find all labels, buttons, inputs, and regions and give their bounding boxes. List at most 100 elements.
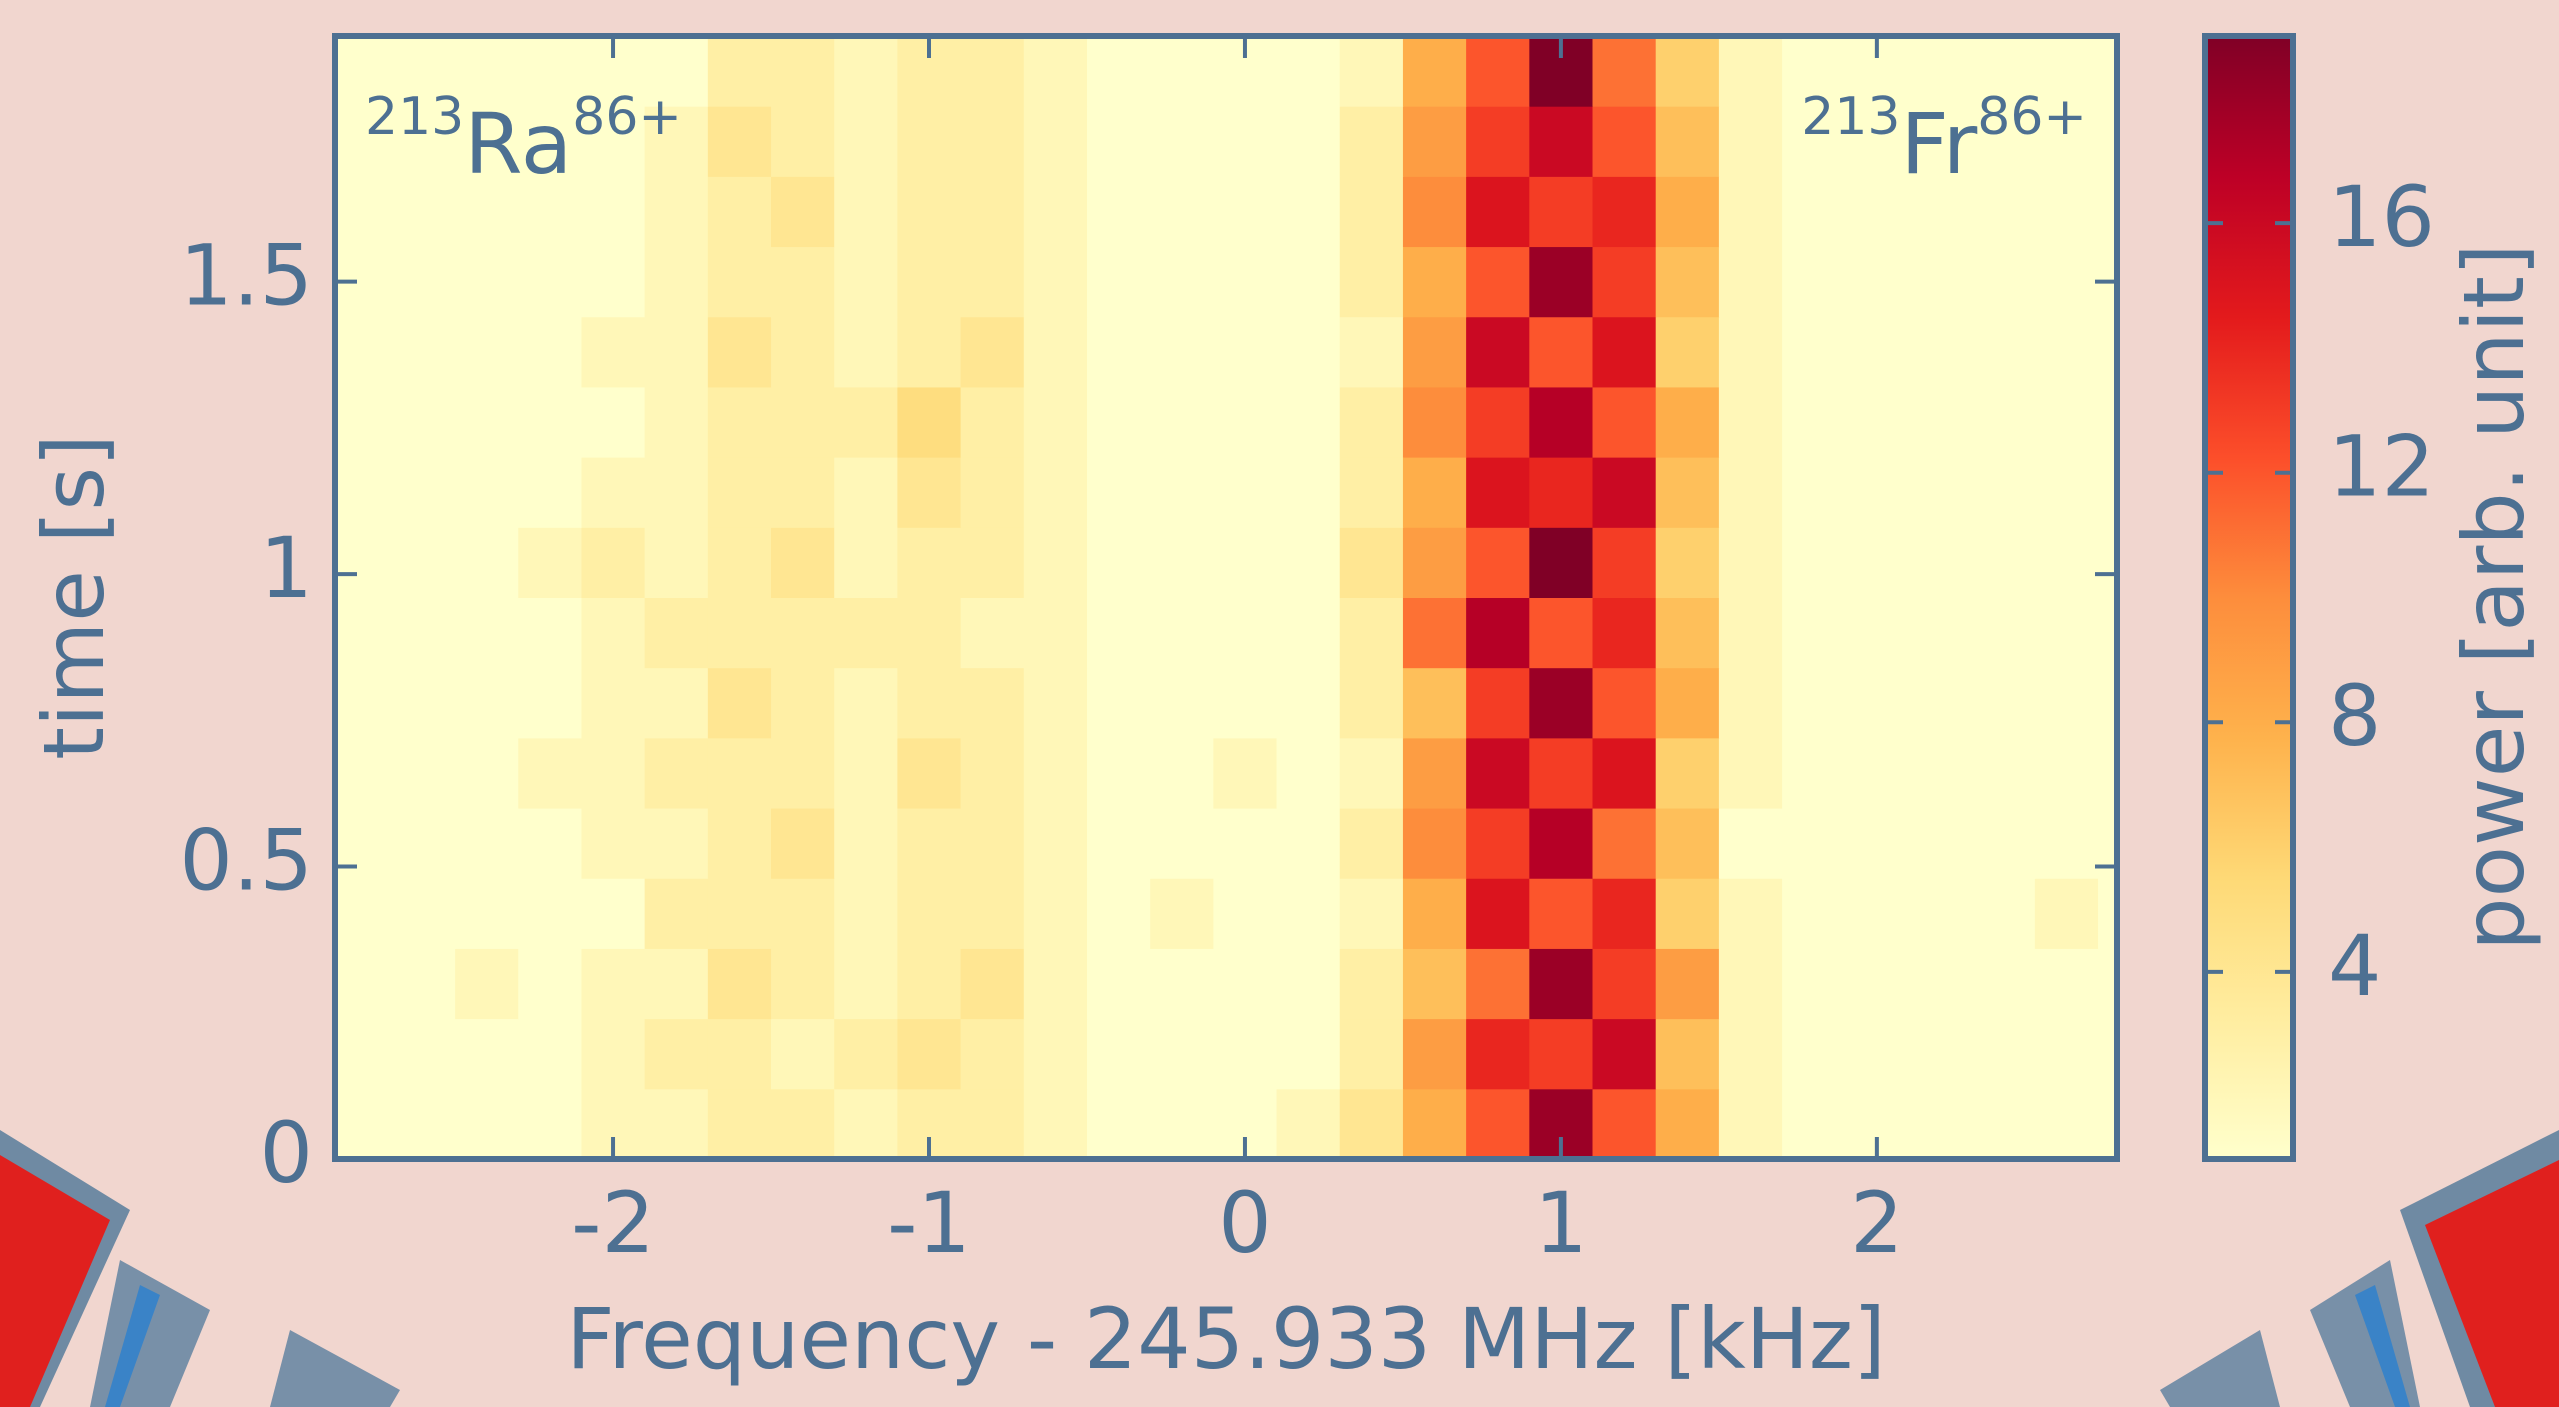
heatmap-cell: [707, 737, 772, 809]
heatmap-cell: [1402, 948, 1467, 1020]
heatmap-cell: [1276, 948, 1341, 1020]
heatmap-cell: [335, 36, 393, 107]
heatmap-cell: [644, 1088, 709, 1160]
heatmap-cell: [1845, 457, 1909, 528]
heatmap-cell: [897, 597, 962, 669]
heatmap-cell: [1466, 386, 1530, 458]
heatmap-cell: [1718, 106, 1783, 177]
y-tick-label: 0: [260, 1104, 313, 1202]
heatmap-cell: [1655, 597, 1720, 669]
heatmap-cell: [2098, 1018, 2118, 1090]
heatmap-cell: [1023, 386, 1088, 458]
heatmap-cell: [1276, 106, 1341, 177]
heatmap-cell: [1655, 457, 1720, 528]
heatmap-cell: [1782, 316, 1846, 388]
heatmap-cell: [1845, 597, 1909, 669]
heatmap-cell: [1466, 808, 1530, 879]
heatmap-cell: [581, 106, 646, 177]
heatmap-cell: [1213, 176, 1278, 248]
y-axis-label: time [s]: [25, 434, 123, 760]
heatmap-cell: [897, 106, 962, 177]
heatmap-cell: [2034, 106, 2099, 177]
heatmap-cell: [1782, 667, 1846, 739]
heatmap-cell: [455, 1088, 519, 1160]
heatmap-cell: [897, 1018, 962, 1090]
heatmap-cell: [1276, 737, 1341, 809]
element-symbol: Fr: [1901, 95, 1978, 193]
heatmap-cell: [1023, 106, 1088, 177]
heatmap-cell: [1908, 1018, 1973, 1090]
heatmap-cell: [2098, 878, 2118, 949]
charge-state: 86+: [1977, 87, 2087, 147]
heatmap-cell: [1782, 457, 1846, 528]
heatmap-cell: [335, 948, 393, 1020]
heatmap-cell: [771, 386, 835, 458]
heatmap-cell: [771, 1018, 835, 1090]
heatmap-cell: [1086, 878, 1151, 949]
heatmap-cell: [1402, 808, 1467, 879]
heatmap-cell: [518, 948, 582, 1020]
heatmap-cell: [1402, 176, 1467, 248]
heatmap-cell: [1339, 246, 1404, 318]
heatmap-cell: [1276, 316, 1341, 388]
heatmap-cell: [1086, 246, 1151, 318]
heatmap-cell: [2098, 457, 2118, 528]
heatmap-cell: [771, 808, 835, 879]
heatmap-cell: [455, 36, 519, 107]
heatmap-cell: [2098, 948, 2118, 1020]
isotope-label: 213Ra86+: [365, 87, 682, 193]
heatmap-cell: [644, 457, 709, 528]
heatmap-cell: [1150, 176, 1214, 248]
heatmap-cell: [1908, 667, 1973, 739]
heatmap-cell: [1971, 667, 2036, 739]
heatmap-cell: [581, 948, 646, 1020]
heatmap-cell: [455, 527, 519, 598]
heatmap-cell: [1782, 597, 1846, 669]
heatmap-cell: [1086, 457, 1151, 528]
heatmap-cell: [1339, 36, 1404, 107]
heatmap-cell: [1908, 1088, 1973, 1160]
heatmap: [335, 36, 2118, 1160]
heatmap-cell: [455, 246, 519, 318]
heatmap-cell: [581, 386, 646, 458]
heatmap-cell: [335, 106, 393, 177]
heatmap-cell: [455, 878, 519, 949]
heatmap-cell: [455, 176, 519, 248]
heatmap-cell: [2098, 808, 2118, 879]
heatmap-cell: [1845, 246, 1909, 318]
heatmap-cell: [1782, 246, 1846, 318]
heatmap-cell: [897, 246, 962, 318]
heatmap-cell: [455, 1018, 519, 1090]
heatmap-cell: [391, 386, 456, 458]
heatmap-cell: [455, 457, 519, 528]
heatmap-cell: [1466, 878, 1530, 949]
heatmap-cell: [1213, 948, 1278, 1020]
heatmap-cell: [1655, 737, 1720, 809]
heatmap-cell: [1213, 106, 1278, 177]
heatmap-cell: [391, 1018, 456, 1090]
heatmap-cell: [644, 106, 709, 177]
heatmap-cell: [707, 457, 772, 528]
heatmap-cell: [455, 948, 519, 1020]
heatmap-cell: [644, 386, 709, 458]
heatmap-cell: [1971, 737, 2036, 809]
heatmap-cell: [1592, 316, 1657, 388]
heatmap-cell: [834, 457, 898, 528]
heatmap-cell: [1971, 316, 2036, 388]
heatmap-cell: [1086, 737, 1151, 809]
heatmap-cell: [1529, 737, 1594, 809]
isotope-label: 213Fr86+: [1801, 87, 2087, 193]
heatmap-cell: [1213, 737, 1278, 809]
heatmap-cell: [644, 36, 709, 107]
heatmap-cell: [1402, 1088, 1467, 1160]
heatmap-cell: [1402, 737, 1467, 809]
heatmap-cell: [834, 597, 898, 669]
heatmap-cell: [1466, 667, 1530, 739]
heatmap-cell: [1150, 386, 1214, 458]
heatmap-cell: [581, 316, 646, 388]
heatmap-cell: [644, 316, 709, 388]
y-tick-label: 1.5: [179, 227, 313, 325]
heatmap-cell: [960, 386, 1025, 458]
heatmap-cell: [1023, 737, 1088, 809]
heatmap-cell: [897, 808, 962, 879]
